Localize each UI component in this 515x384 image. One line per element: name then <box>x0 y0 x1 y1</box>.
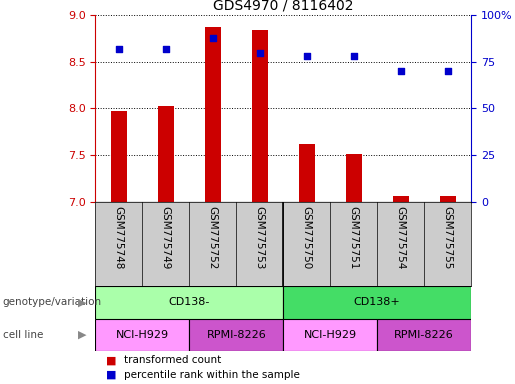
Point <box>255 50 264 56</box>
Text: GSM775754: GSM775754 <box>396 206 406 269</box>
Bar <box>158 106 174 202</box>
Point <box>162 46 170 52</box>
Text: ▶: ▶ <box>78 297 87 308</box>
Text: CD138+: CD138+ <box>354 297 401 308</box>
Bar <box>346 154 362 202</box>
Text: GSM775749: GSM775749 <box>161 206 171 269</box>
Text: ▶: ▶ <box>78 330 87 340</box>
Bar <box>439 196 456 202</box>
Bar <box>377 319 471 351</box>
Title: GDS4970 / 8116402: GDS4970 / 8116402 <box>213 0 353 13</box>
Bar <box>95 319 190 351</box>
Point <box>350 53 358 60</box>
Text: GSM775752: GSM775752 <box>208 206 218 269</box>
Text: RPMI-8226: RPMI-8226 <box>394 330 454 340</box>
Point <box>115 46 123 52</box>
Text: ■: ■ <box>106 370 116 380</box>
Point <box>209 35 217 41</box>
Text: GSM775748: GSM775748 <box>114 206 124 269</box>
Bar <box>392 196 409 202</box>
Text: GSM775755: GSM775755 <box>443 206 453 269</box>
Text: GSM775753: GSM775753 <box>255 206 265 269</box>
Point <box>443 68 452 74</box>
Bar <box>204 26 221 202</box>
Bar <box>251 30 268 202</box>
Text: transformed count: transformed count <box>124 356 221 366</box>
Text: GSM775751: GSM775751 <box>349 206 359 269</box>
Point <box>303 53 311 60</box>
Text: CD138-: CD138- <box>168 297 210 308</box>
Bar <box>190 319 283 351</box>
Text: NCI-H929: NCI-H929 <box>304 330 357 340</box>
Text: RPMI-8226: RPMI-8226 <box>207 330 266 340</box>
Bar <box>283 286 471 319</box>
Bar <box>111 111 127 202</box>
Text: genotype/variation: genotype/variation <box>3 297 101 308</box>
Text: cell line: cell line <box>3 330 43 340</box>
Point <box>397 68 405 74</box>
Text: GSM775750: GSM775750 <box>302 206 312 269</box>
Bar <box>95 286 283 319</box>
Bar <box>283 319 377 351</box>
Text: percentile rank within the sample: percentile rank within the sample <box>124 370 300 380</box>
Text: NCI-H929: NCI-H929 <box>116 330 169 340</box>
Bar <box>299 144 315 202</box>
Text: ■: ■ <box>106 356 116 366</box>
